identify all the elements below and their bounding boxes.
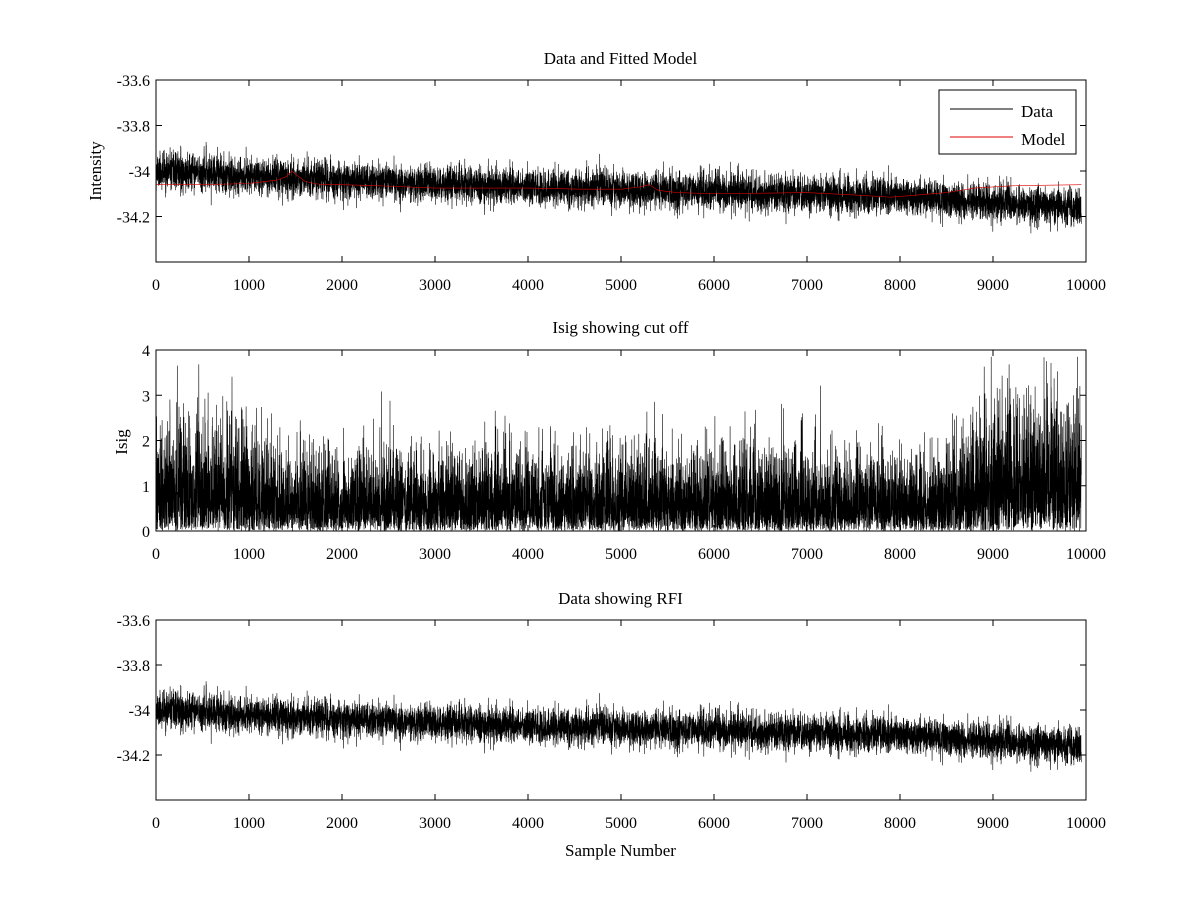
x-tick-label: 9000 [977,546,1009,563]
tick-layer: 0 1000 2000 3000 4000 5000 6000 7000 8000 9000 100… [117,613,1106,832]
x-tick-label: 10000 [1066,546,1106,563]
x-tick-label: 5000 [605,546,637,563]
x-axis-label: Sample Number [565,841,676,860]
legend-label-data: Data [1021,102,1054,121]
tick-layer: 0 1000 2000 3000 4000 5000 6000 7000 8000 9000 100… [117,73,1106,294]
tick-layer: 0 1000 2000 3000 4000 5000 6000 7000 8000 9000 100… [142,343,1106,563]
axes-frame [155,79,1087,263]
x-tick-label: 7000 [791,277,823,294]
x-tick-label: 7000 [791,546,823,563]
y-tick-label: -34 [129,164,150,181]
y-tick-label: 0 [142,524,150,541]
x-tick-label: 10000 [1066,815,1106,832]
x-tick-label: 4000 [512,277,544,294]
x-tick-label: 5000 [605,815,637,832]
x-tick-label: 8000 [884,546,916,563]
x-tick-label: 6000 [698,277,730,294]
x-tick-label: 9000 [977,277,1009,294]
x-tick-label: 0 [152,546,160,563]
x-tick-label: 2000 [326,546,358,563]
y-tick-label: -33.8 [117,119,150,136]
x-tick-label: 10000 [1066,277,1106,294]
x-tick-label: 2000 [326,277,358,294]
x-tick-label: 0 [152,277,160,294]
legend: Data Model [938,89,1077,155]
x-tick-label: 3000 [419,546,451,563]
x-tick-label: 0 [152,815,160,832]
series-isig [155,356,1082,531]
x-tick-label: 4000 [512,815,544,832]
series-model [156,170,1082,198]
y-tick-label: -34.2 [117,210,150,227]
x-tick-label: 6000 [698,546,730,563]
panel-title: Data showing RFI [558,589,683,608]
y-tick-label: 2 [142,434,150,451]
x-tick-label: 3000 [419,815,451,832]
axes-frame [155,349,1087,532]
panel-data-and-fitted-model: Data and Fitted Model Intensity 0 1000 200… [86,49,1106,294]
x-tick-label: 3000 [419,277,451,294]
series-data [155,141,1082,234]
series-layer [155,356,1082,531]
legend-label-model: Model [1021,130,1066,149]
panel-title: Data and Fitted Model [544,49,698,68]
panel-data-showing-rfi: Data showing RFI Sample Number 0 1000 2000… [117,589,1106,860]
panel-title: Isig showing cut off [552,318,688,337]
x-tick-label: 4000 [512,546,544,563]
y-tick-label: -33.6 [117,613,150,630]
series-layer [155,681,1082,772]
y-tick-label: -34 [129,703,150,720]
x-tick-label: 9000 [977,815,1009,832]
x-tick-label: 5000 [605,277,637,294]
y-tick-label: 1 [142,479,150,496]
panel-isig-showing-cut-off: Isig showing cut off Isig 0 1000 2000 3000 4… [112,318,1106,563]
y-axis-label: Intensity [86,141,105,201]
x-tick-label: 8000 [884,277,916,294]
y-axis-label: Isig [112,429,131,455]
y-tick-label: -33.6 [117,73,150,90]
series-layer [155,141,1082,234]
x-tick-label: 1000 [233,277,265,294]
x-tick-label: 2000 [326,815,358,832]
y-tick-label: 4 [142,343,150,360]
x-tick-label: 7000 [791,815,823,832]
x-tick-label: 6000 [698,815,730,832]
legend-box [938,89,1077,155]
y-tick-label: -33.8 [117,658,150,675]
x-tick-label: 8000 [884,815,916,832]
y-tick-label: -34.2 [117,748,150,765]
series-data [155,681,1082,772]
x-tick-label: 1000 [233,546,265,563]
axes-frame [155,619,1087,801]
x-tick-label: 1000 [233,815,265,832]
y-tick-label: 3 [142,388,150,405]
